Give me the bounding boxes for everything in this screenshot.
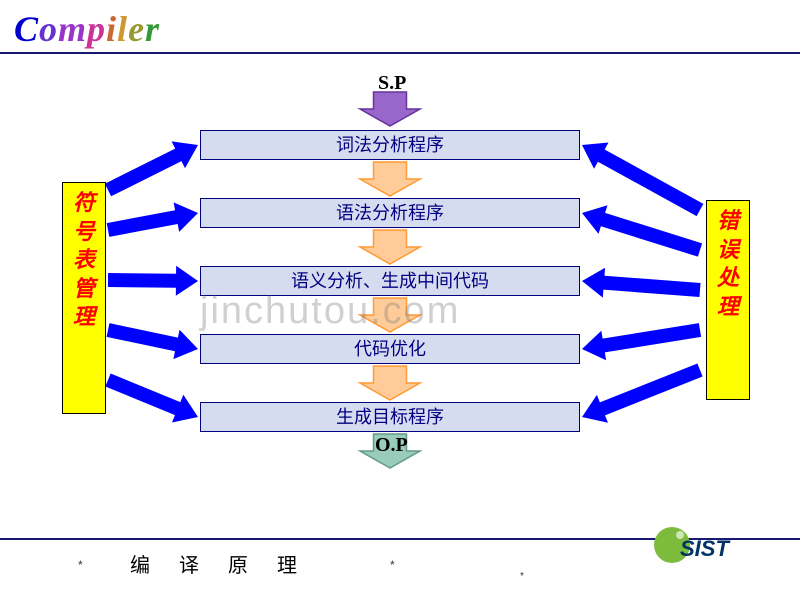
svg-text:SIST: SIST	[680, 536, 730, 561]
phase-box-0: 词法分析程序	[200, 130, 580, 160]
footer-star-2: *	[390, 558, 395, 572]
sist-logo: SIST	[650, 520, 740, 570]
symbol-table-box: 符号表管理	[62, 182, 106, 414]
page-title: Compiler	[14, 8, 160, 50]
error-handling-box: 错误处理	[706, 200, 750, 400]
compiler-diagram: S.P 词法分析程序语法分析程序语义分析、生成中间代码代码优化生成目标程序 符号…	[0, 70, 800, 500]
phase-box-4: 生成目标程序	[200, 402, 580, 432]
footer-star-1: *	[78, 558, 83, 572]
footer-star-3: *	[520, 571, 524, 582]
phase-box-1: 语法分析程序	[200, 198, 580, 228]
header-divider	[0, 52, 800, 54]
phase-box-3: 代码优化	[200, 334, 580, 364]
op-label: O.P	[375, 434, 408, 457]
footer-text: 编 译 原 理	[130, 549, 309, 578]
phase-box-2: 语义分析、生成中间代码	[200, 266, 580, 296]
